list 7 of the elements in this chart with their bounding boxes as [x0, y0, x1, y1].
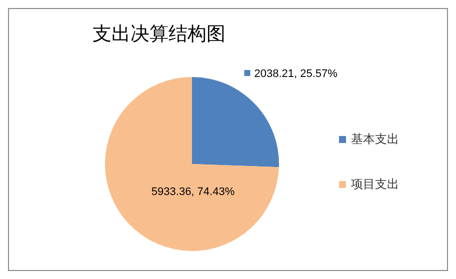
- pie-slice: [105, 77, 279, 251]
- legend-label: 项目支出: [351, 176, 399, 193]
- pie-slice: [192, 77, 279, 168]
- legend-label: 基本支出: [351, 131, 399, 148]
- data-label: 5933.36, 74.43%: [151, 186, 235, 198]
- data-label: 2038.21, 25.57%: [254, 68, 338, 80]
- chart-title: 支出决算结构图: [92, 22, 226, 47]
